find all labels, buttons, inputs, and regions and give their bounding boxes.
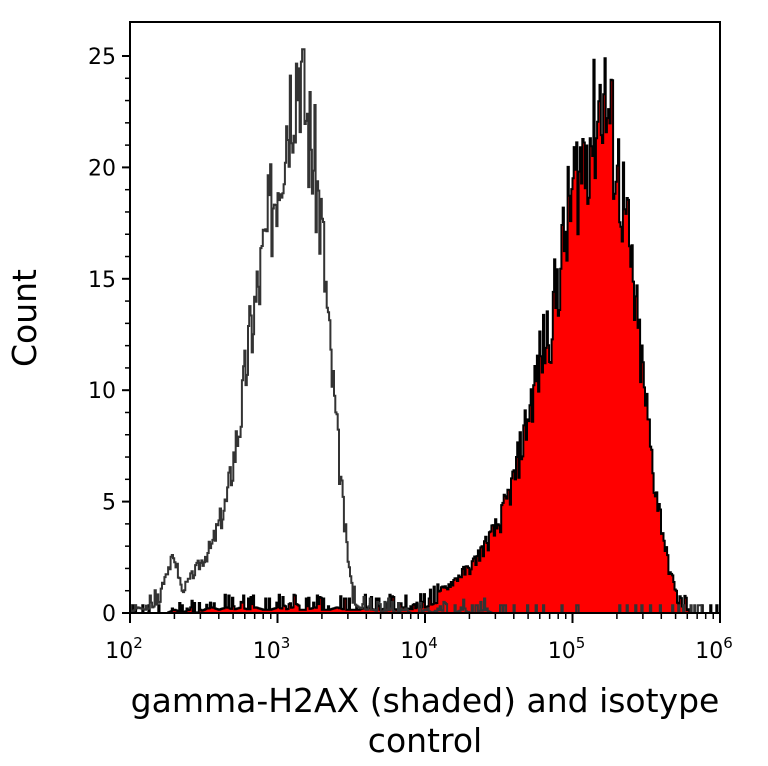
x-axis-label-line1: gamma-H2AX (shaded) and isotype	[131, 681, 720, 720]
y-tick-label: 15	[88, 268, 116, 293]
x-tick-label: 104	[400, 634, 438, 664]
y-tick-label: 0	[102, 602, 116, 627]
y-tick-label: 20	[88, 156, 116, 181]
y-axis-label: Count	[5, 269, 44, 367]
gamma-h2ax-shaded-area	[130, 58, 720, 613]
axes: 0 5 10 15 20 25 102 103 104 105 106	[88, 21, 733, 664]
y-tick-label: 5	[102, 491, 116, 516]
x-axis-label-line2: control	[368, 721, 482, 760]
y-tick-label: 25	[88, 45, 116, 70]
gamma-h2ax-outline	[130, 57, 720, 614]
x-tick-label: 106	[695, 634, 733, 664]
plot-area	[130, 48, 720, 614]
x-tick-label: 103	[253, 634, 291, 664]
y-tick-label: 10	[88, 379, 116, 404]
x-tick-label: 102	[105, 634, 143, 664]
x-tick-label: 105	[548, 634, 586, 664]
